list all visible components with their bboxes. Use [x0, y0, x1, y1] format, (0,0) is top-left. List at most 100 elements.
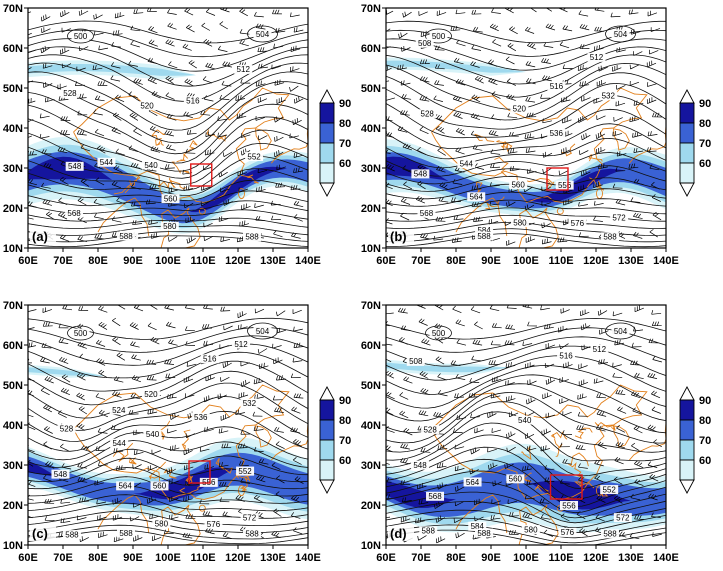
contour-label-bg [467, 192, 486, 202]
contour-label-bg [463, 477, 482, 487]
colorbar-segment [679, 419, 695, 441]
contour-label: 588 [119, 232, 133, 241]
contour-label: 532 [243, 399, 257, 408]
contour-label: 504 [614, 30, 628, 39]
contour-label-bg [245, 152, 264, 162]
colorbar-tick-label: 90 [699, 395, 711, 407]
closed-low-contour [67, 325, 94, 341]
y-tick-label: 50N [361, 380, 381, 392]
x-tick-label: 70E [411, 255, 431, 267]
study-region-box [190, 163, 213, 187]
north-shade-60 [28, 364, 308, 378]
contour-label: 524 [112, 406, 126, 415]
panel-label-bg [388, 229, 414, 244]
contour-label: 504 [256, 30, 270, 39]
contour-label-bg [590, 344, 609, 354]
x-tick-label: 140E [295, 552, 321, 564]
contour-label: 516 [550, 82, 564, 91]
colorbar-segment [319, 122, 335, 144]
north-shade-70 [386, 60, 666, 73]
contour-label: 516 [559, 352, 573, 361]
map-layers: 5125165205285405445485525605685805845005… [28, 8, 308, 248]
y-tick-label: 20N [3, 203, 23, 215]
contour-label: 548 [414, 170, 428, 179]
panel-d-map: 508 512 516 528 540 548 552 556 560 564 568 572 576 5… [361, 300, 679, 564]
contour-label: 560 [509, 475, 523, 484]
contour-label-bg [509, 180, 528, 190]
panel-label: (c) [32, 526, 48, 541]
contour-label-bg [253, 29, 272, 39]
colorbar-arrow-bottom [319, 479, 335, 494]
y-tick-label: 40N [361, 123, 381, 135]
contour-label: 572 [616, 513, 630, 522]
colorbar-tick-label: 70 [699, 138, 711, 150]
contour-label: 568 [67, 209, 81, 218]
colorbar-tick-label: 70 [339, 138, 351, 150]
panel-label-bg [30, 526, 56, 541]
y-tick-label: 70N [361, 3, 381, 15]
contour-label-bg [62, 530, 81, 540]
contour-label-bg [415, 38, 434, 48]
colorbar-tick-label: 60 [339, 455, 351, 467]
x-tick-label: 100E [513, 552, 539, 564]
x-tick-label: 140E [653, 255, 679, 267]
x-tick-label: 70E [411, 552, 431, 564]
x-tick-label: 140E [295, 255, 321, 267]
contour-label: 560 [164, 194, 178, 203]
contour-label-bg [601, 529, 619, 539]
contour-label-bg [406, 356, 425, 366]
contour-label-bg [468, 521, 487, 531]
contour-label-bg [557, 351, 576, 361]
panel-a-colorbar: 90 80 70 60 [319, 89, 351, 197]
contour-label: 536 [194, 413, 208, 422]
contour-label: 508 [409, 357, 423, 366]
panel-d-colorbar: 90 80 70 60 [679, 386, 711, 494]
x-tick-label: 80E [446, 552, 466, 564]
axis-ticks [24, 7, 309, 252]
x-tick-label: 100E [513, 255, 539, 267]
colorbar-arrow-top [319, 386, 335, 401]
contour-label-bg [411, 460, 430, 470]
axis-ticks [382, 7, 667, 252]
closed-low-contour [425, 325, 452, 341]
contour-label: 588 [477, 529, 491, 538]
colorbar-segment [679, 439, 695, 461]
x-tick-label: 140E [653, 552, 679, 564]
x-tick-label: 130E [260, 255, 286, 267]
y-tick-label: 10N [3, 243, 23, 255]
y-tick-label: 10N [3, 540, 23, 552]
x-tick-label: 60E [376, 552, 396, 564]
contour-label: 552 [603, 485, 617, 494]
contour-label-bg [60, 88, 79, 98]
contour-label-bg [117, 528, 135, 538]
x-tick-label: 120E [583, 552, 609, 564]
contour-label: 580 [524, 525, 538, 534]
contour-label-bg [506, 474, 525, 484]
contour-label: 528 [63, 89, 77, 98]
contour-label-bg [411, 169, 430, 179]
closed-low-contour [247, 25, 278, 43]
shade-level-80 [28, 452, 308, 506]
shade-level-90 [28, 460, 308, 500]
colorbar-tick-label: 80 [339, 415, 351, 427]
colorbar-tick-label: 60 [339, 158, 351, 170]
y-tick-label: 40N [361, 420, 381, 432]
colorbar-tick-label: 60 [699, 158, 711, 170]
x-tick-label: 60E [376, 255, 396, 267]
contour-label: 500 [74, 329, 88, 338]
contour-label: 588 [477, 232, 491, 241]
contour-label-bg [600, 485, 619, 495]
contour-label: 560 [511, 180, 525, 189]
shade-level-90 [386, 480, 666, 510]
contour-label-bg [160, 221, 179, 231]
x-tick-label: 120E [225, 552, 251, 564]
contour-label-bg [236, 466, 255, 476]
contour-label-bg [200, 354, 219, 364]
contour-label: 552 [247, 152, 261, 161]
contour-label-bg [57, 424, 76, 434]
study-region-box [549, 474, 583, 500]
contour-label: 588 [422, 527, 436, 536]
contour-label: 504 [614, 327, 628, 336]
y-tick-label: 60N [361, 43, 381, 55]
